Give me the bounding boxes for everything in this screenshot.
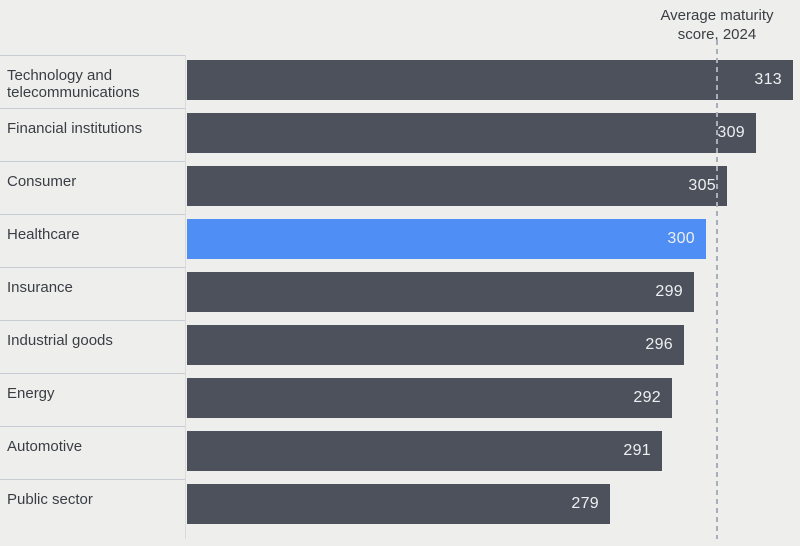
bar-value-label: 292 [633, 389, 661, 406]
bar: 292 [187, 378, 672, 418]
bar: 313 [187, 60, 793, 100]
chart-row: Insurance 299 [0, 267, 800, 320]
chart-row: Public sector 279 [0, 479, 800, 532]
chart-row: Industrial goods 296 [0, 320, 800, 373]
category-label: Healthcare [0, 214, 186, 267]
baseline-axis-line [185, 55, 186, 539]
bar-chart-rows: Technology and telecommunications 313 Fina… [0, 55, 800, 532]
category-label: Public sector [0, 479, 186, 532]
category-label: Financial institutions [0, 108, 186, 161]
category-label: Consumer [0, 161, 186, 214]
average-dashed-line [716, 40, 718, 539]
chart-row: Energy 292 [0, 373, 800, 426]
category-label: Industrial goods [0, 320, 186, 373]
bar: 305 [187, 166, 727, 206]
bar: 296 [187, 325, 684, 365]
category-label: Energy [0, 373, 186, 426]
bar: 299 [187, 272, 694, 312]
bar-value-label: 299 [655, 283, 683, 300]
category-label: Technology and telecommunications [0, 55, 186, 108]
category-label: Automotive [0, 426, 186, 479]
chart-row: Technology and telecommunications 313 [0, 55, 800, 108]
category-label: Insurance [0, 267, 186, 320]
annotation-line1: Average maturity [660, 7, 774, 24]
chart-row: Consumer 305 [0, 161, 800, 214]
bar-value-label: 313 [754, 71, 782, 88]
bar-value-label: 309 [717, 124, 745, 141]
bar-value-label: 296 [645, 336, 673, 353]
bar: 309 [187, 113, 756, 153]
bar-value-label: 305 [688, 177, 716, 194]
bar-value-label: 291 [623, 442, 651, 459]
bar-value-label: 279 [571, 495, 599, 512]
chart-row: Automotive 291 [0, 426, 800, 479]
average-score-annotation: Average maturity score, 2024 [660, 6, 773, 44]
annotation-line2: score, 2024 [677, 26, 757, 43]
bar: 279 [187, 484, 610, 524]
bar-highlighted: 300 [187, 219, 706, 259]
bar-value-label: 300 [667, 230, 695, 247]
chart-row: Financial institutions 309 [0, 108, 800, 161]
chart-row: Healthcare 300 [0, 214, 800, 267]
bar: 291 [187, 431, 662, 471]
